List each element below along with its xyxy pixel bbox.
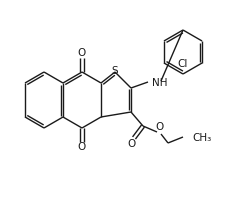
Text: CH₃: CH₃ [192,133,211,143]
Text: O: O [128,139,136,149]
Text: O: O [78,142,86,152]
Text: O: O [155,122,163,132]
Text: NH: NH [152,78,167,88]
Text: S: S [112,66,118,76]
Text: O: O [78,48,86,58]
Text: Cl: Cl [178,59,188,69]
